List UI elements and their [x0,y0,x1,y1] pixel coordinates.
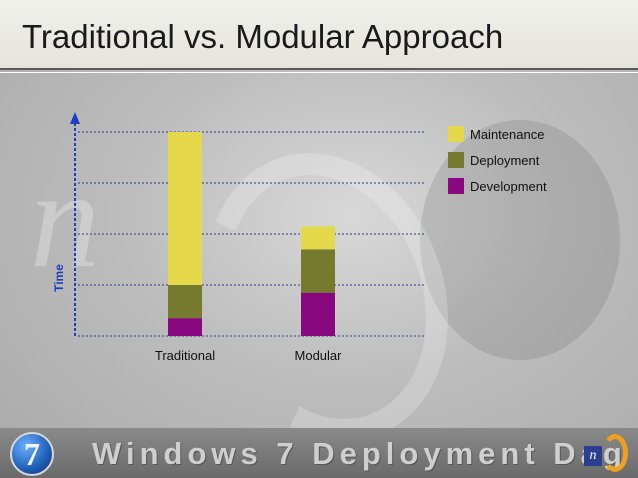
windows-7-logo-icon: 7 [10,432,54,476]
y-axis-label: Time [52,264,66,292]
stacked-bar-chart: Time Traditional Modular Maintenance Deplo… [52,112,547,363]
title-divider [0,68,638,70]
brand-logo-icon: n [584,432,632,476]
x-tick-label: Traditional [155,348,215,363]
bar-traditional-deployment [168,285,202,319]
brand-logo-arc [602,434,628,472]
gridlines [78,131,425,337]
title-band [0,0,638,70]
bar-traditional-development [168,318,202,336]
footer-title: Windows 7 Deployment Dag [92,436,627,471]
windows-7-logo-text: 7 [24,436,40,472]
legend-swatch-development [448,178,464,194]
bars [168,132,335,336]
bar-modular-development [301,292,335,336]
brand-logo-box: n [584,446,602,466]
legend-label-deployment: Deployment [470,153,540,168]
y-axis-arrowhead [70,112,80,124]
legend-label-maintenance: Maintenance [470,127,544,142]
legend-label-development: Development [470,179,547,194]
title-divider-highlight [0,72,638,73]
legend-swatch-maintenance [448,126,464,142]
bar-traditional-maintenance [168,132,202,285]
bar-modular-maintenance [301,226,335,250]
y-axis: Time [52,112,80,336]
footer-band [0,428,638,478]
background-n-watermark: n [30,142,100,297]
x-tick-label: Modular [295,348,343,363]
bar-modular-deployment [301,249,335,293]
x-tick-labels: Traditional Modular [155,348,342,363]
legend: Maintenance Deployment Development [448,126,547,194]
slide-title: Traditional vs. Modular Approach [22,18,504,55]
legend-swatch-deployment [448,152,464,168]
